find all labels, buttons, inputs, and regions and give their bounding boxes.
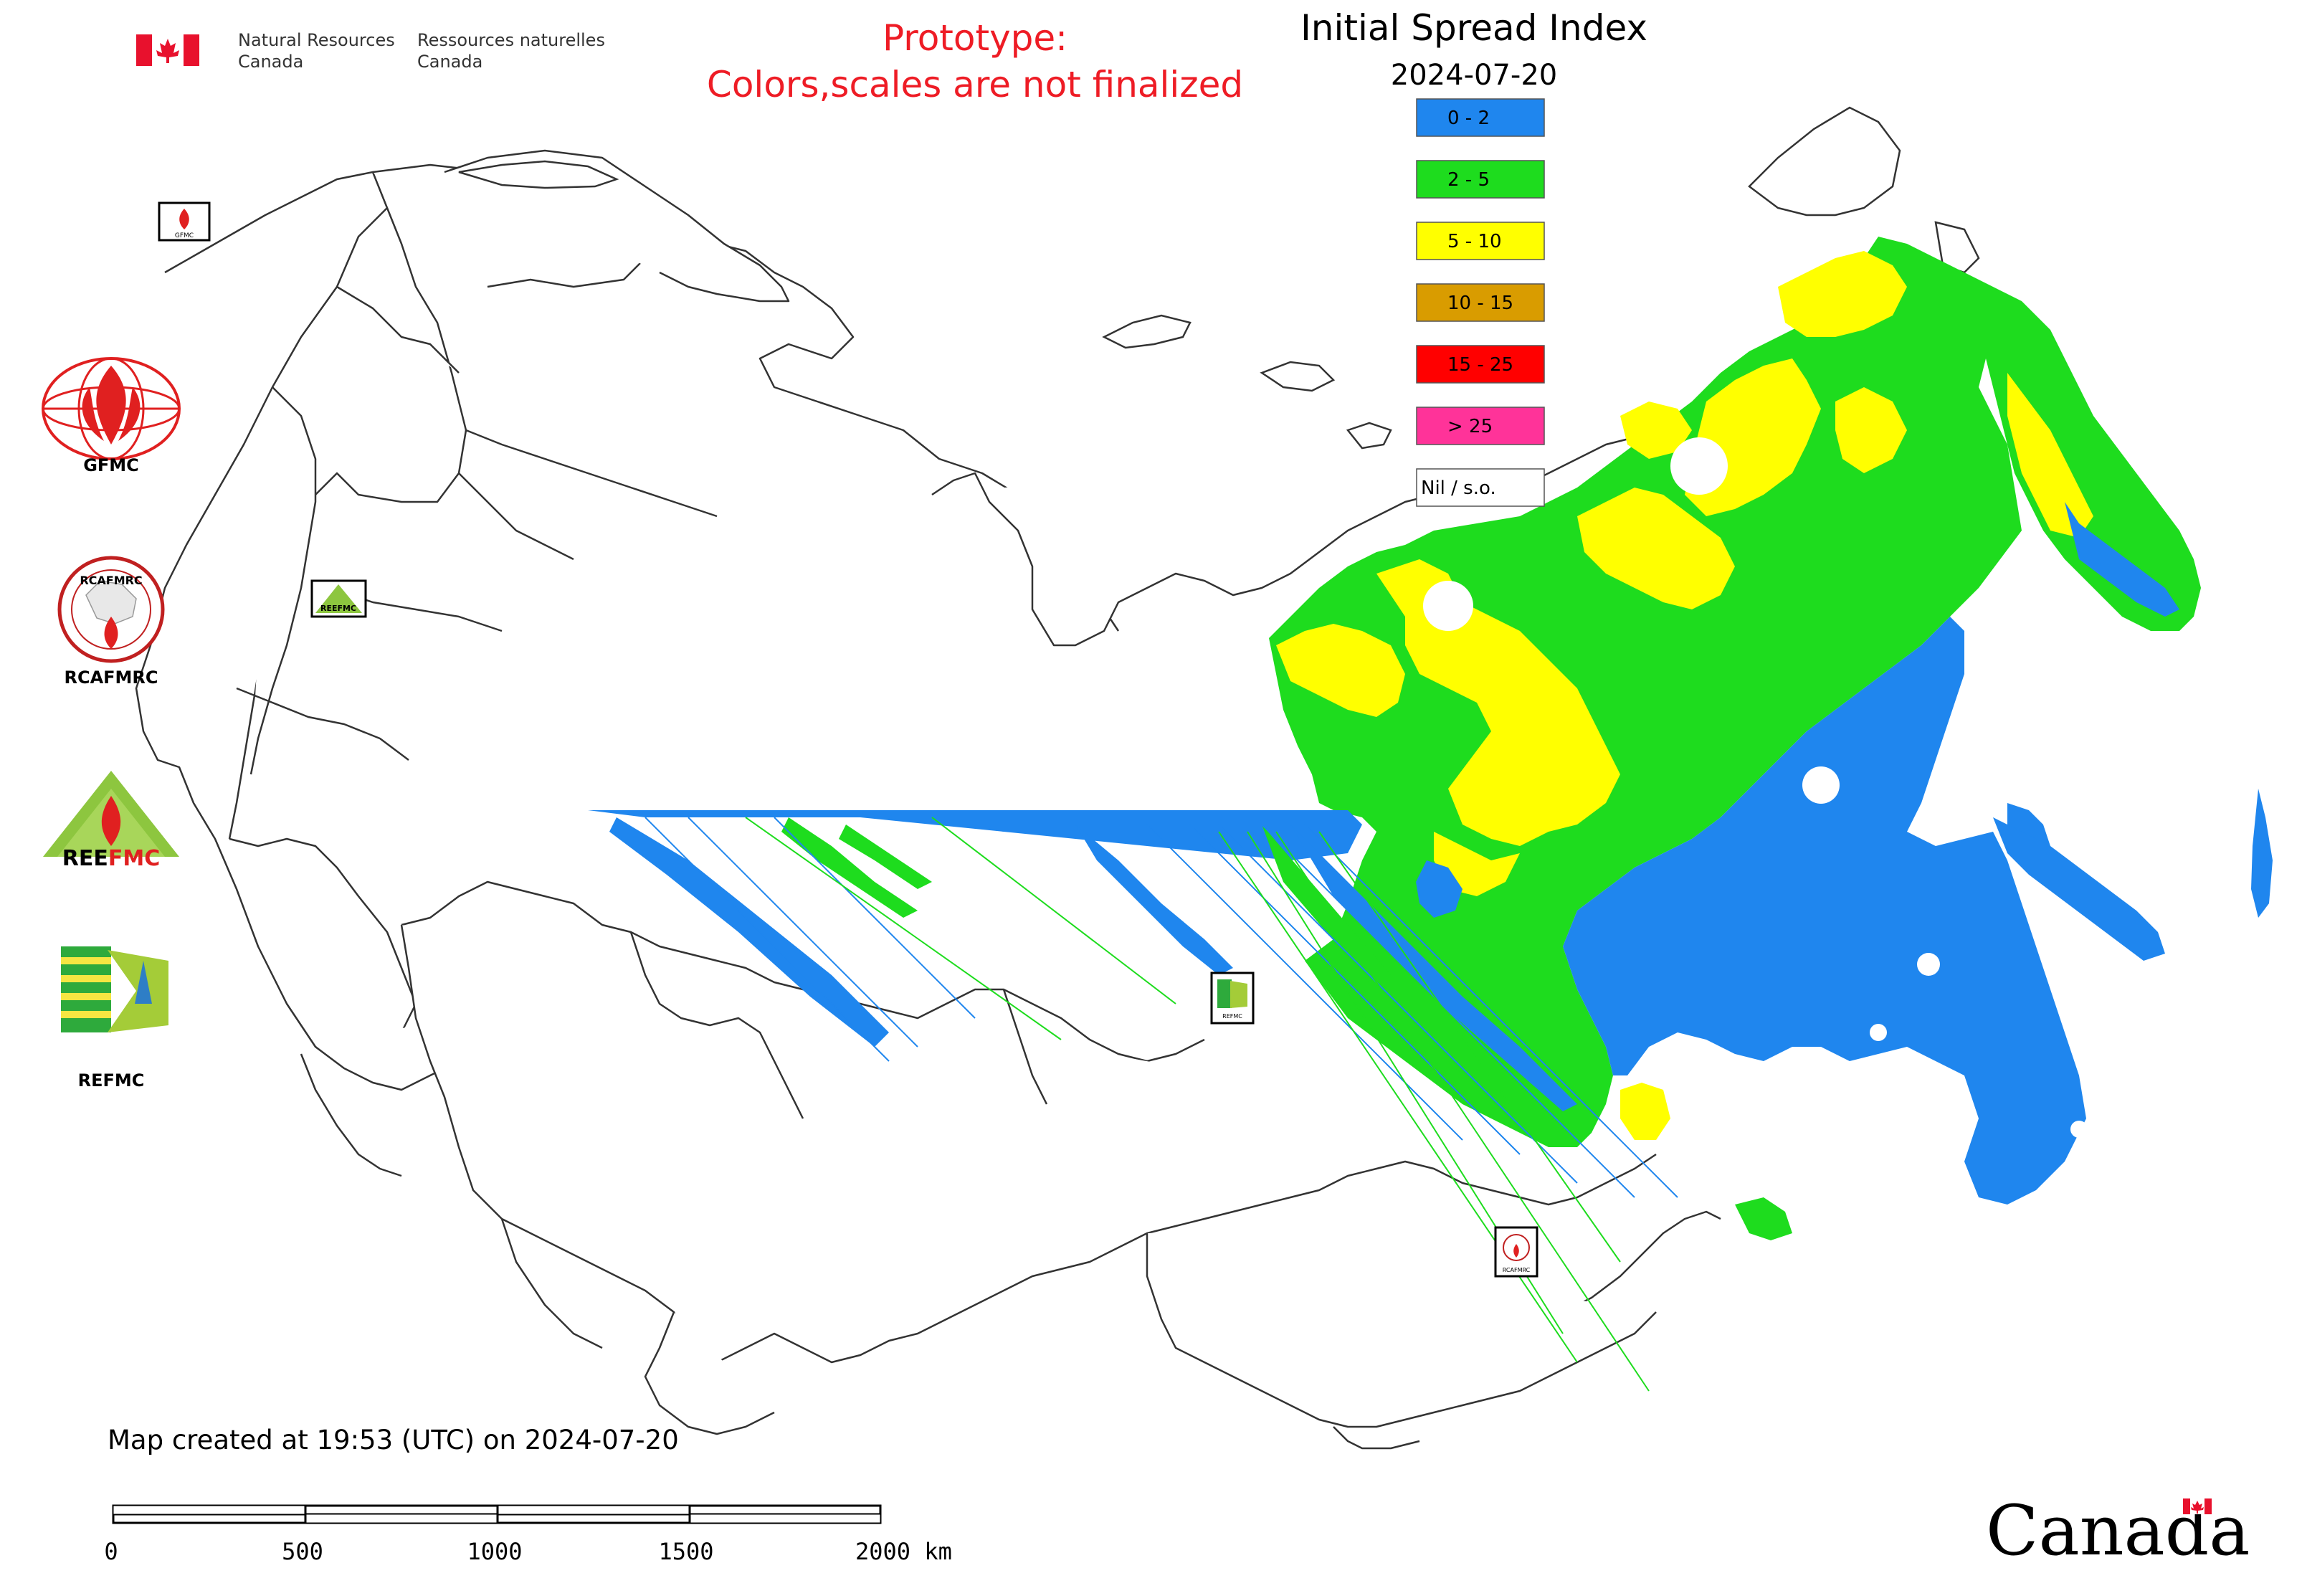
canada-wordmark-flag-icon	[2183, 1498, 2212, 1514]
legend-item-nil: Nil / s.o.	[1416, 468, 1545, 507]
refmc-marker-icon: REFMC	[1210, 972, 1255, 1025]
svg-text:10 - 15: 10 - 15	[1447, 293, 1513, 314]
legend-item-15-25: 15 - 25	[1416, 345, 1545, 384]
reefmc-logo: REEFMC	[43, 771, 179, 871]
agency-fr-line1: Ressources naturelles	[417, 30, 605, 50]
svg-text:15 - 25: 15 - 25	[1447, 354, 1513, 376]
scale-tick-2000: 2000 km	[855, 1538, 952, 1565]
map-created-text: Map created at 19:53 (UTC) on 2024-07-20	[108, 1425, 679, 1455]
scale-tick-500: 500	[282, 1538, 323, 1565]
legend: 0 - 2 2 - 5 5 - 10 10 - 15 15 - 25 > 25 …	[1416, 98, 1545, 507]
svg-text:Nil / s.o.: Nil / s.o.	[1421, 478, 1496, 499]
scale-tick-0: 0	[104, 1538, 118, 1565]
legend-item-gt-25: > 25	[1416, 407, 1545, 445]
legend-item-10-15: 10 - 15	[1416, 283, 1545, 322]
svg-text:2 - 5: 2 - 5	[1447, 169, 1490, 191]
svg-text:REEFMC: REEFMC	[320, 604, 356, 613]
prototype-notice-line2: Colors,scales are not finalized	[707, 64, 1243, 105]
gfmc-logo-caption: GFMC	[83, 455, 139, 475]
svg-text:RCAFMRC: RCAFMRC	[80, 574, 142, 587]
svg-text:GFMC: GFMC	[175, 232, 194, 239]
agency-en-line2: Canada	[238, 52, 303, 72]
scale-tick-1000: 1000	[467, 1538, 522, 1565]
legend-item-0-2: 0 - 2	[1416, 98, 1545, 137]
svg-text:> 25: > 25	[1447, 416, 1493, 437]
svg-text:REFMC: REFMC	[1222, 1013, 1242, 1020]
rcafmrc-logo-caption: RCAFMRC	[64, 668, 158, 688]
legend-item-5-10: 5 - 10	[1416, 222, 1545, 260]
arctic-islands	[458, 106, 1980, 450]
svg-text:REEFMC: REEFMC	[62, 846, 160, 871]
svg-text:RCAFMRC: RCAFMRC	[1503, 1267, 1531, 1273]
gfmc-marker-icon: GFMC	[158, 201, 211, 242]
rcafmrc-marker-icon: RCAFMRC	[1494, 1226, 1538, 1278]
refmc-logo: REFMC	[61, 946, 168, 1091]
svg-text:0 - 2: 0 - 2	[1447, 108, 1490, 129]
canada-wordmark: Canada	[1986, 1491, 2250, 1571]
refmc-logo-caption: REFMC	[78, 1070, 145, 1091]
svg-text:5 - 10: 5 - 10	[1447, 231, 1502, 252]
legend-item-2-5: 2 - 5	[1416, 160, 1545, 199]
gfmc-logo: GFMC	[42, 357, 181, 475]
agency-en-line1: Natural Resources	[238, 30, 395, 50]
scale-tick-1500: 1500	[658, 1538, 713, 1565]
canada-flag-icon	[136, 34, 199, 66]
isi-streaks-blue	[645, 817, 1678, 1198]
isi-data-layer	[588, 237, 2273, 1392]
agency-fr-line2: Canada	[417, 52, 482, 72]
rcafmrc-logo: RCAFMRC RCAFMRC	[57, 556, 165, 688]
prototype-notice-line1: Prototype:	[883, 17, 1067, 59]
map-title: Initial Spread Index	[1300, 7, 1647, 49]
reefmc-marker-icon: REEFMC	[310, 579, 367, 618]
map-date: 2024-07-20	[1391, 59, 1557, 92]
scale-bar: 0 500 1000 1500 2000 km	[104, 1504, 952, 1565]
